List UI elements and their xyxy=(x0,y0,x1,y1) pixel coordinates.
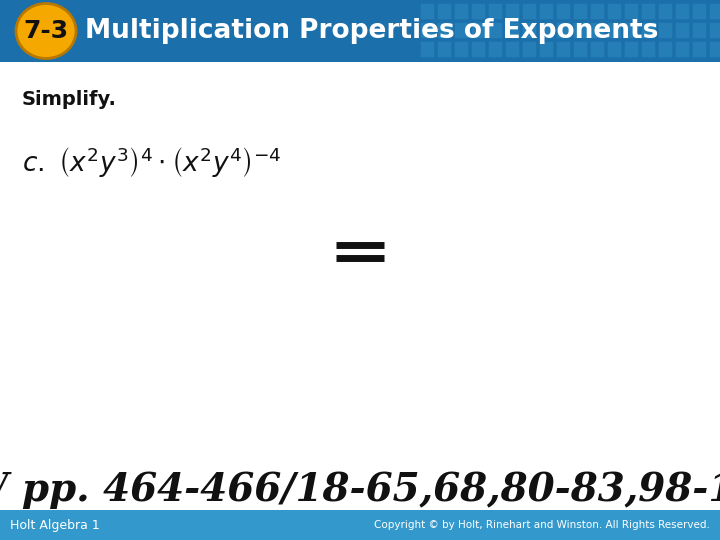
Bar xyxy=(692,3,706,19)
Bar xyxy=(675,22,689,38)
Bar xyxy=(522,22,536,38)
Bar xyxy=(437,22,451,38)
Text: Copyright © by Holt, Rinehart and Winston. All Rights Reserved.: Copyright © by Holt, Rinehart and Winsto… xyxy=(374,520,710,530)
Bar xyxy=(675,41,689,57)
Bar xyxy=(641,3,655,19)
Bar xyxy=(692,22,706,38)
Bar xyxy=(709,22,720,38)
Bar xyxy=(641,22,655,38)
Bar xyxy=(658,41,672,57)
Bar xyxy=(709,3,720,19)
Bar xyxy=(624,22,638,38)
Ellipse shape xyxy=(16,3,76,58)
Bar xyxy=(471,3,485,19)
Bar xyxy=(556,22,570,38)
Bar xyxy=(658,3,672,19)
Text: Simplify.: Simplify. xyxy=(22,90,117,109)
Bar xyxy=(607,41,621,57)
Bar xyxy=(539,3,553,19)
Bar xyxy=(454,22,468,38)
Bar xyxy=(420,3,434,19)
Bar xyxy=(641,41,655,57)
Bar xyxy=(454,41,468,57)
Bar xyxy=(522,3,536,19)
Bar xyxy=(437,3,451,19)
Bar xyxy=(539,41,553,57)
Text: 7-3: 7-3 xyxy=(24,19,68,43)
Bar xyxy=(658,22,672,38)
Bar xyxy=(0,0,720,62)
Bar xyxy=(471,22,485,38)
Bar xyxy=(420,22,434,38)
Bar xyxy=(607,3,621,19)
Text: $\mathit{c.}\ \left(\mathit{x}^2\mathit{y}^3\right)^4 \cdot \left(\mathit{x}^2\m: $\mathit{c.}\ \left(\mathit{x}^2\mathit{… xyxy=(22,145,282,179)
Bar xyxy=(488,3,502,19)
Bar xyxy=(505,22,519,38)
Bar xyxy=(471,41,485,57)
Bar xyxy=(539,22,553,38)
Text: Holt Algebra 1: Holt Algebra 1 xyxy=(10,518,100,531)
Bar xyxy=(505,3,519,19)
Bar xyxy=(607,22,621,38)
Bar xyxy=(624,3,638,19)
Bar xyxy=(488,41,502,57)
Bar xyxy=(573,3,587,19)
Bar xyxy=(573,41,587,57)
Bar xyxy=(590,41,604,57)
Bar xyxy=(590,3,604,19)
Bar xyxy=(420,41,434,57)
Bar xyxy=(709,41,720,57)
Bar xyxy=(556,41,570,57)
Bar xyxy=(505,41,519,57)
Bar xyxy=(624,41,638,57)
Bar xyxy=(0,510,720,540)
Bar xyxy=(590,22,604,38)
Bar xyxy=(522,41,536,57)
Bar xyxy=(454,3,468,19)
Bar xyxy=(675,3,689,19)
Bar xyxy=(488,22,502,38)
Bar xyxy=(692,41,706,57)
Bar xyxy=(573,22,587,38)
Bar xyxy=(437,41,451,57)
Text: HW pp. 464-466/18-65,68,80-83,98-106: HW pp. 464-466/18-65,68,80-83,98-106 xyxy=(0,471,720,509)
Text: Multiplication Properties of Exponents: Multiplication Properties of Exponents xyxy=(85,18,658,44)
Bar xyxy=(556,3,570,19)
